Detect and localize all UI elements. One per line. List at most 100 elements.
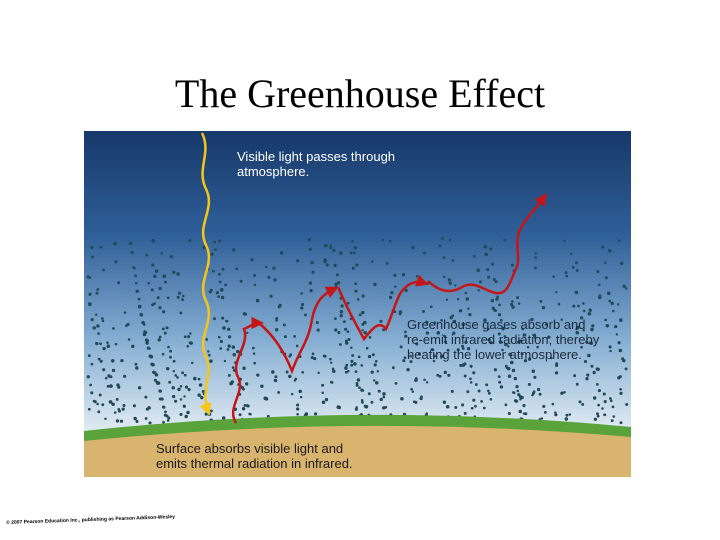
gas-molecule-icon <box>299 395 303 399</box>
gas-molecule-icon <box>461 347 465 350</box>
gas-molecule-icon <box>150 288 154 292</box>
gas-molecule-icon <box>88 302 92 306</box>
gas-molecule-icon <box>608 299 612 303</box>
gas-molecule-icon <box>440 354 444 358</box>
gas-molecule-icon <box>442 275 446 279</box>
gas-molecule-icon <box>282 323 286 327</box>
gas-molecule-icon <box>472 398 476 402</box>
copyright-notice: © 2007 Pearson Education Inc., publishin… <box>6 514 176 526</box>
gas-molecule-icon <box>317 371 320 375</box>
gas-molecule-icon <box>373 363 377 367</box>
gas-molecule-icon <box>144 395 148 399</box>
gas-molecule-icon <box>485 383 489 387</box>
gas-molecule-icon <box>604 318 608 322</box>
gas-molecule-icon <box>375 381 379 385</box>
gas-molecule-icon <box>542 404 546 408</box>
gas-molecule-icon <box>465 297 469 301</box>
gas-molecule-icon <box>512 391 516 395</box>
gas-molecule-icon <box>590 364 594 368</box>
gas-molecule-icon <box>171 394 176 399</box>
gas-molecule-icon <box>179 311 183 315</box>
gas-molecule-icon <box>97 357 101 361</box>
gas-molecule-icon <box>564 417 569 421</box>
gas-molecule-icon <box>358 386 361 389</box>
gas-molecule-icon <box>99 359 103 363</box>
gas-molecule-icon <box>596 367 600 372</box>
gas-molecule-icon <box>596 414 600 418</box>
gas-molecule-icon <box>153 378 157 382</box>
gas-molecule-icon <box>499 318 503 322</box>
gas-molecule-icon <box>473 254 476 258</box>
gas-molecule-icon <box>221 267 225 271</box>
gas-molecule-icon <box>352 251 356 255</box>
gas-molecule-icon <box>534 266 537 270</box>
gas-molecule-icon <box>363 331 367 335</box>
gas-molecule-icon <box>310 260 314 265</box>
gas-molecule-icon <box>256 373 260 377</box>
gas-molecule-icon <box>169 355 172 359</box>
gas-molecule-icon <box>442 256 446 259</box>
gas-molecule-icon <box>432 359 436 363</box>
gas-molecule-icon <box>355 263 359 267</box>
gas-molecule-icon <box>187 388 191 392</box>
gas-molecule-icon <box>620 262 624 265</box>
gas-molecule-icon <box>622 358 626 363</box>
gas-molecule-icon <box>544 411 547 414</box>
gas-molecule-icon <box>445 298 449 302</box>
gas-molecule-icon <box>311 270 315 274</box>
gas-molecule-icon <box>440 318 443 322</box>
gas-molecule-icon <box>154 373 159 377</box>
gas-molecule-icon <box>246 331 249 334</box>
gas-molecule-icon <box>377 389 381 393</box>
gas-molecule-icon <box>339 251 343 255</box>
gas-molecule-icon <box>296 407 300 411</box>
gas-molecule-icon <box>293 335 296 338</box>
gas-molecule-icon <box>169 349 173 353</box>
gas-molecule-icon <box>538 392 542 396</box>
gas-molecule-icon <box>329 361 333 364</box>
gas-molecule-icon <box>370 400 374 404</box>
gas-molecule-icon <box>304 412 309 416</box>
gas-molecule-icon <box>451 259 455 262</box>
gas-molecule-icon <box>511 368 516 373</box>
gas-molecule-icon <box>119 419 124 423</box>
gas-molecule-icon <box>501 348 504 352</box>
gas-molecule-icon <box>357 355 361 359</box>
gas-molecule-icon <box>371 353 375 357</box>
gas-molecule-icon <box>468 312 472 317</box>
gas-molecule-icon <box>585 377 589 381</box>
gas-molecule-icon <box>493 368 497 372</box>
gas-molecule-icon <box>154 269 159 273</box>
gas-molecule-icon <box>456 297 460 301</box>
gas-molecule-icon <box>404 334 408 338</box>
gas-molecule-icon <box>577 304 580 308</box>
slide-title: The Greenhouse Effect <box>174 71 546 116</box>
gas-molecule-icon <box>368 355 372 358</box>
gas-molecule-icon <box>301 370 305 374</box>
gas-molecule-icon <box>321 400 326 405</box>
gas-molecule-icon <box>266 414 270 418</box>
gas-molecule-icon <box>169 254 173 259</box>
gas-molecule-icon <box>300 292 303 295</box>
gas-molecule-icon <box>252 346 255 350</box>
gas-molecule-icon <box>187 335 191 339</box>
gas-molecule-icon <box>480 400 483 403</box>
gas-molecule-icon <box>174 399 178 403</box>
gas-molecule-icon <box>356 378 361 382</box>
gas-molecule-icon <box>611 405 615 409</box>
gas-molecule-icon <box>339 343 342 346</box>
gas-molecule-icon <box>382 395 386 399</box>
gas-molecule-icon <box>511 305 515 309</box>
gas-molecule-icon <box>145 341 149 345</box>
gas-molecule-icon <box>450 389 454 393</box>
gas-molecule-icon <box>176 376 179 379</box>
gas-molecule-icon <box>207 412 212 416</box>
gas-molecule-icon <box>351 354 355 357</box>
gas-molecule-icon <box>134 282 138 285</box>
gas-molecule-icon <box>360 364 364 367</box>
gas-molecule-icon <box>246 404 250 408</box>
gas-molecule-icon <box>500 341 503 344</box>
gas-molecule-icon <box>522 404 526 408</box>
gas-molecule-icon <box>489 247 493 251</box>
greenhouse-diagram: Visible light passes through atmosphere.… <box>84 131 631 477</box>
